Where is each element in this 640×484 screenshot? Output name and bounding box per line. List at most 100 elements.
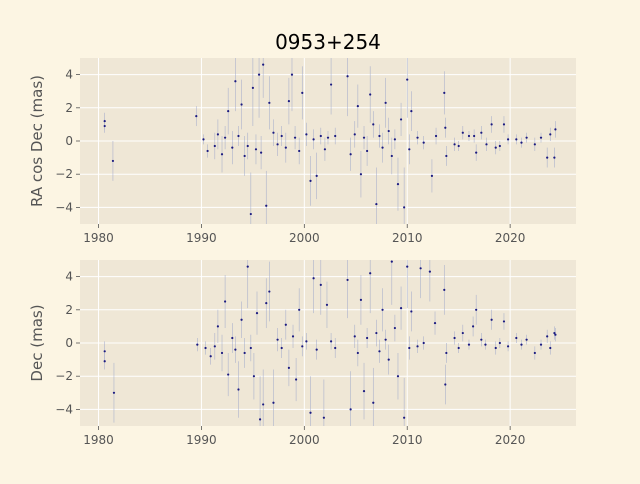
figure-title: 0953+254: [275, 30, 381, 54]
data-point: [546, 335, 549, 338]
y-tick-label: −2: [55, 167, 73, 181]
data-point: [403, 206, 406, 209]
data-point: [202, 138, 205, 141]
chart-panel-1: 1980 1990 2000 2010 2020 −4 −2 0 2 4 RA cos Dec (m…: [28, 58, 576, 245]
data-point: [406, 265, 409, 268]
data-point: [408, 148, 411, 151]
data-point: [243, 351, 246, 355]
data-point: [444, 126, 447, 129]
data-point: [428, 270, 431, 273]
x-tick-label: 1990: [186, 231, 217, 245]
data-point: [362, 136, 366, 139]
data-point: [315, 174, 318, 177]
data-point: [539, 343, 543, 346]
data-point: [265, 302, 268, 305]
data-point: [246, 144, 249, 148]
data-point: [294, 378, 298, 381]
data-point: [287, 100, 290, 103]
data-point: [265, 204, 268, 207]
data-point: [356, 351, 359, 355]
data-point: [445, 154, 448, 158]
data-point: [353, 133, 356, 136]
data-point: [381, 308, 384, 311]
data-point: [326, 136, 330, 139]
data-point: [539, 136, 543, 139]
x-tick-label: 2010: [392, 433, 423, 447]
data-point: [305, 133, 308, 136]
data-point: [553, 156, 556, 159]
data-point: [213, 144, 216, 148]
y-tick-label: 4: [65, 270, 73, 284]
data-point: [416, 345, 419, 348]
data-point: [251, 86, 254, 89]
data-point: [502, 320, 506, 323]
data-point: [301, 91, 304, 94]
data-point: [410, 310, 413, 313]
data-point: [268, 101, 271, 104]
data-point: [498, 144, 501, 148]
data-point: [234, 80, 237, 83]
data-point: [312, 277, 315, 280]
data-point: [406, 78, 409, 81]
data-point: [359, 298, 363, 301]
data-point: [329, 83, 333, 86]
data-point: [325, 303, 329, 306]
data-point: [223, 300, 227, 303]
data-point: [349, 153, 352, 156]
data-point: [227, 373, 230, 376]
data-point: [254, 148, 258, 151]
data-point: [533, 351, 536, 355]
data-point: [434, 134, 438, 138]
data-point: [549, 346, 552, 350]
data-point: [375, 331, 378, 335]
data-point: [260, 151, 263, 154]
data-point: [393, 326, 396, 330]
data-point: [533, 143, 536, 146]
data-point: [457, 346, 460, 350]
data-point: [515, 138, 518, 141]
data-point: [433, 321, 437, 325]
data-point: [396, 375, 400, 378]
data-point: [387, 129, 390, 133]
data-point: [249, 212, 252, 216]
data-point: [378, 134, 381, 138]
data-point: [227, 110, 230, 113]
data-point: [319, 283, 322, 286]
data-point: [384, 338, 387, 341]
data-point: [422, 341, 425, 345]
data-point: [471, 325, 475, 328]
data-point: [362, 390, 366, 393]
data-point: [103, 124, 106, 128]
data-layer: [103, 260, 557, 426]
data-point: [258, 418, 262, 421]
data-point: [255, 312, 259, 315]
data-point: [502, 123, 506, 126]
data-point: [112, 391, 116, 394]
data-point: [372, 123, 375, 126]
data-point: [475, 308, 478, 311]
data-point: [375, 202, 378, 206]
data-point: [554, 128, 557, 131]
data-point: [298, 308, 301, 311]
data-point: [381, 146, 384, 149]
data-point: [220, 351, 224, 355]
data-point: [453, 336, 456, 340]
data-point: [276, 143, 279, 146]
data-point: [284, 146, 287, 149]
x-tick-label: 2000: [289, 231, 320, 245]
data-point: [329, 340, 333, 343]
data-point: [346, 278, 349, 282]
data-point: [103, 119, 106, 123]
data-point: [490, 123, 493, 126]
x-tick-label: 1980: [83, 231, 114, 245]
data-point: [305, 340, 308, 343]
data-point: [290, 73, 294, 76]
data-point: [520, 141, 523, 144]
data-point: [195, 115, 198, 118]
data-point: [390, 154, 393, 158]
y-tick-label: 4: [65, 68, 73, 82]
data-point: [262, 403, 265, 406]
data-point: [234, 348, 237, 351]
data-point: [298, 149, 301, 153]
